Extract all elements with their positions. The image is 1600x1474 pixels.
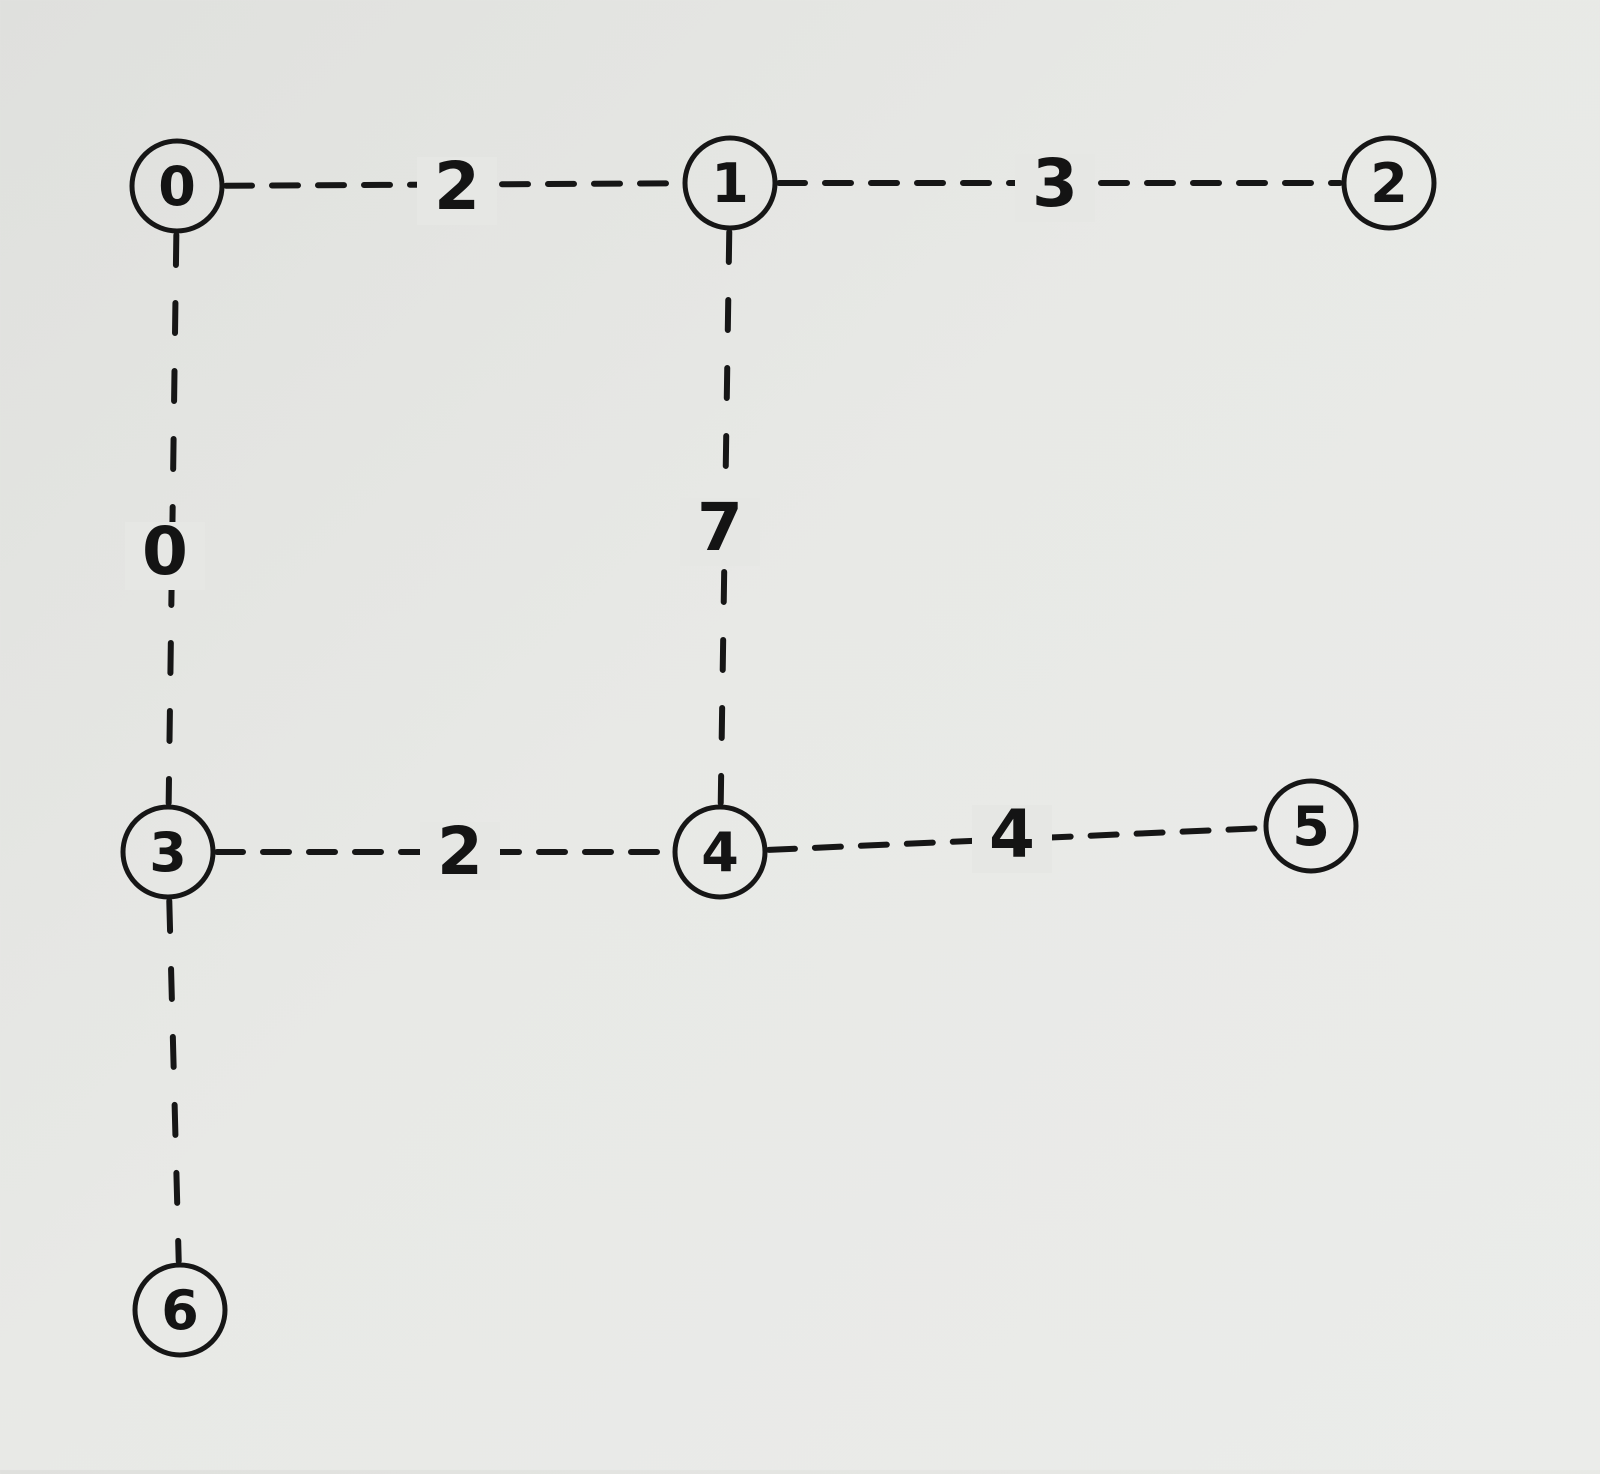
edge-weight-backing bbox=[1015, 154, 1095, 222]
node-label: 0 bbox=[158, 155, 196, 218]
edge-dashed-line bbox=[166, 897, 182, 1265]
node-circle bbox=[672, 804, 768, 900]
edge-weight-backing bbox=[680, 498, 760, 566]
edge-4-5: 4 bbox=[765, 796, 1266, 873]
node-1: 1 bbox=[682, 135, 778, 231]
nodes-layer: 0 1 2 3 4 5 6 bbox=[120, 135, 1437, 1358]
node-label: 4 bbox=[701, 821, 739, 884]
edges-layer: 2 3 0 7 2 4 bbox=[125, 145, 1343, 1265]
node-circle bbox=[132, 1262, 228, 1358]
node-0: 0 bbox=[129, 138, 225, 234]
node-2: 2 bbox=[1341, 135, 1437, 231]
edge-dashed-line bbox=[165, 231, 180, 807]
edge-weight-label: 0 bbox=[142, 513, 188, 590]
node-label: 6 bbox=[161, 1279, 199, 1342]
edge-weight-backing bbox=[125, 522, 205, 590]
node-6: 6 bbox=[132, 1262, 228, 1358]
node-circle bbox=[1263, 778, 1359, 874]
node-circle bbox=[682, 135, 778, 231]
edge-weight-label: 3 bbox=[1032, 145, 1078, 222]
edge-0-3: 0 bbox=[125, 231, 205, 807]
edge-0-1: 2 bbox=[222, 148, 685, 225]
edge-weight-backing bbox=[420, 822, 500, 890]
edge-weight-backing bbox=[972, 805, 1052, 873]
edge-1-4: 7 bbox=[680, 228, 760, 807]
node-label: 3 bbox=[149, 821, 187, 884]
edge-3-6 bbox=[166, 897, 182, 1265]
node-circle bbox=[120, 804, 216, 900]
edge-1-2: 3 bbox=[776, 145, 1343, 222]
node-4: 4 bbox=[672, 804, 768, 900]
node-circle bbox=[1341, 135, 1437, 231]
edge-weight-label: 7 bbox=[697, 489, 743, 566]
edge-weight-label: 4 bbox=[989, 796, 1035, 873]
node-label: 5 bbox=[1292, 795, 1330, 858]
node-3: 3 bbox=[120, 804, 216, 900]
node-label: 2 bbox=[1370, 152, 1408, 215]
edge-3-4: 2 bbox=[214, 813, 674, 890]
edge-weight-label: 2 bbox=[434, 148, 480, 225]
node-5: 5 bbox=[1263, 778, 1359, 874]
edge-weight-label: 2 bbox=[437, 813, 483, 890]
node-circle bbox=[129, 138, 225, 234]
edge-weight-backing bbox=[417, 157, 497, 225]
node-label: 1 bbox=[711, 152, 749, 215]
